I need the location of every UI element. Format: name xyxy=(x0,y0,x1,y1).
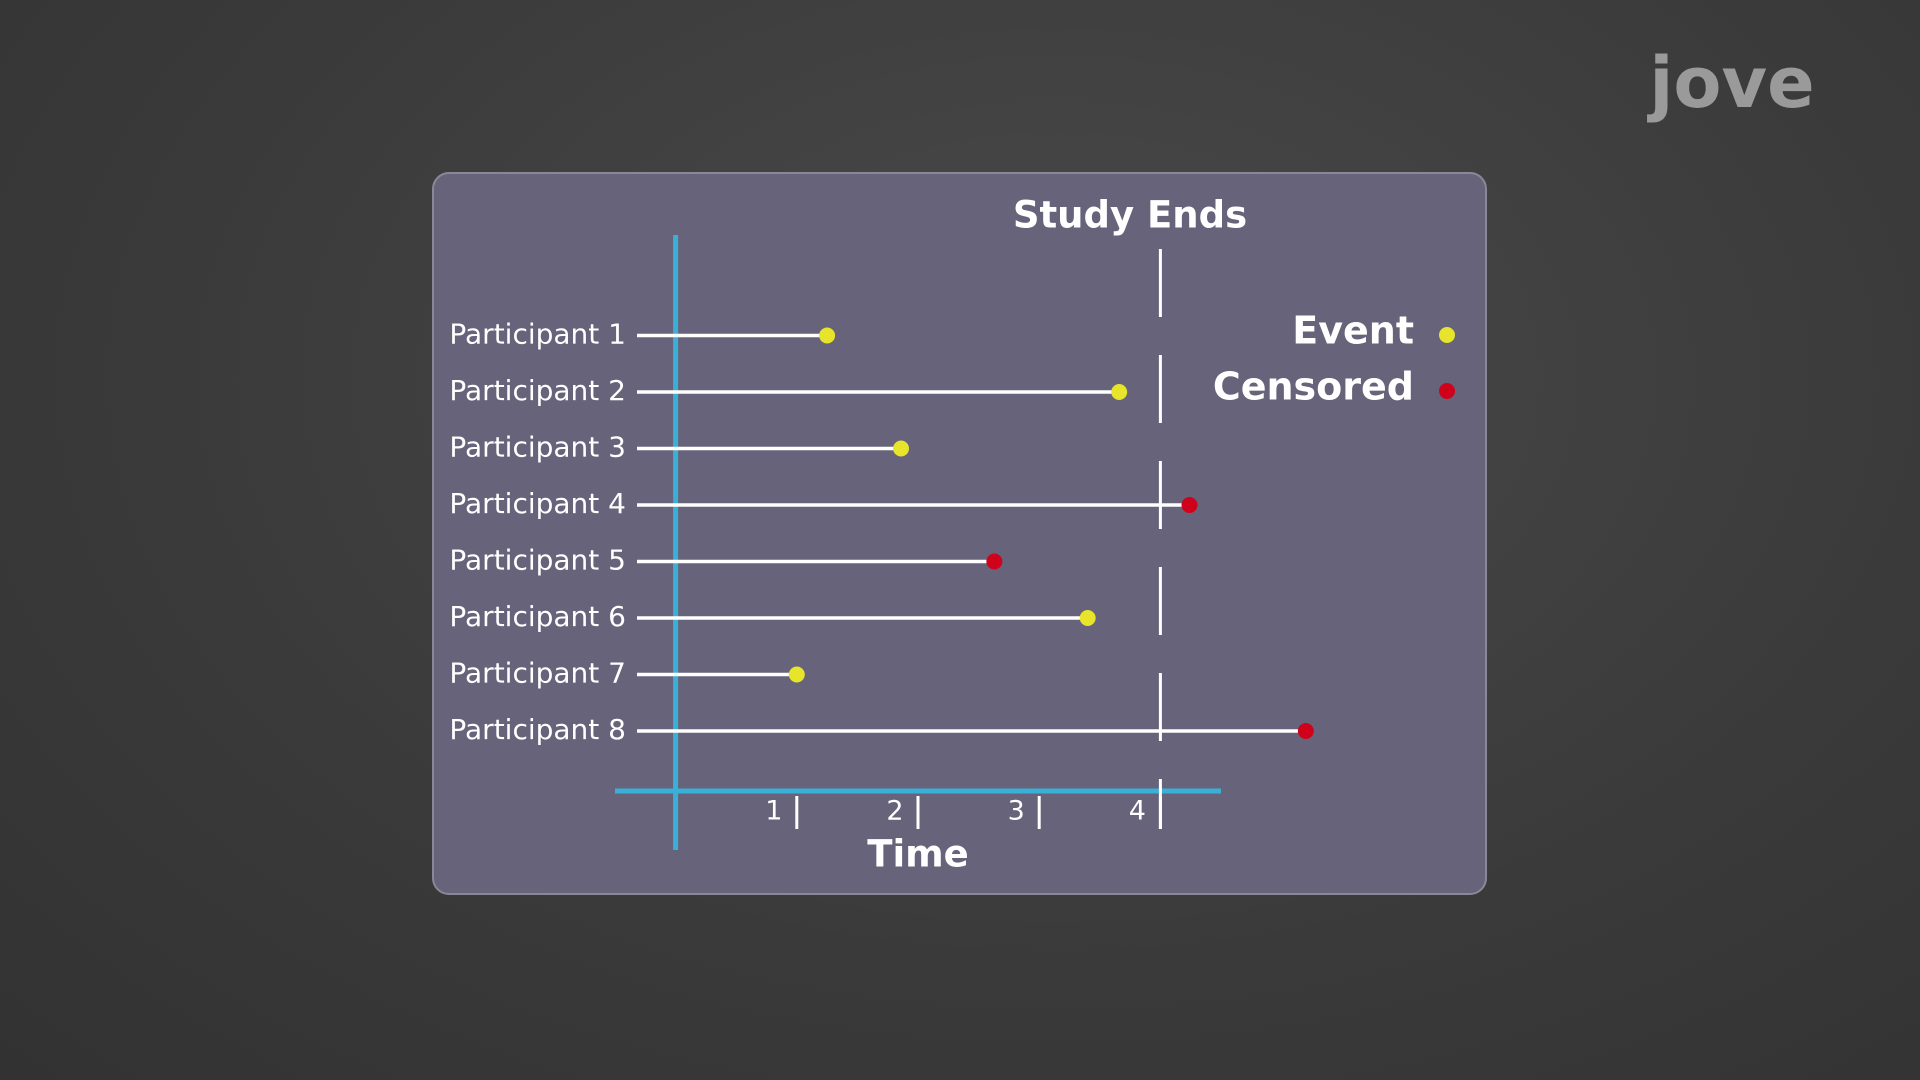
end-dot xyxy=(788,666,805,683)
participant-label: Participant 4 xyxy=(449,487,626,520)
x-tick-label: 4 xyxy=(1129,796,1146,827)
participant-label: Participant 6 xyxy=(449,600,626,633)
panel xyxy=(432,172,1487,895)
x-tick-label: 3 xyxy=(1008,796,1025,827)
legend-label: Event xyxy=(1292,309,1414,353)
x-axis-label: Time xyxy=(867,833,969,876)
end-dot xyxy=(893,440,910,457)
participant-label: Participant 5 xyxy=(449,544,626,577)
end-dot xyxy=(1297,723,1314,739)
participant-label: Participant 2 xyxy=(449,374,626,407)
legend-dot xyxy=(1439,327,1455,343)
participant-label: Participant 3 xyxy=(449,431,626,464)
annotation-text: Study Ends xyxy=(1013,194,1247,237)
end-dot xyxy=(986,553,1003,570)
end-dot xyxy=(819,327,836,344)
logo: jove xyxy=(1646,42,1814,124)
end-dot xyxy=(1079,610,1096,626)
participant-label: Participant 1 xyxy=(449,318,626,351)
x-tick-label: 1 xyxy=(765,796,782,827)
x-tick-label: 2 xyxy=(886,796,903,827)
end-dot xyxy=(1111,384,1128,400)
end-dot xyxy=(1181,497,1198,513)
participant-label: Participant 8 xyxy=(449,713,626,746)
legend-label: Censored xyxy=(1213,365,1414,409)
legend-dot xyxy=(1439,383,1455,399)
participant-label: Participant 7 xyxy=(449,657,626,690)
